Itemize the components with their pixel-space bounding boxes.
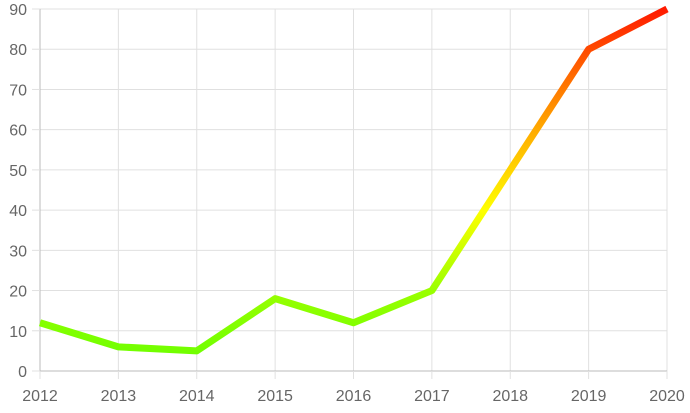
y-tick-label: 0 (18, 364, 27, 381)
series-group (38, 5, 669, 355)
y-tick-label: 60 (9, 123, 27, 140)
x-tick-label: 2015 (257, 388, 293, 405)
y-tick-label: 40 (9, 203, 27, 220)
x-tick-label: 2014 (179, 388, 215, 405)
x-tick-label: 2016 (336, 388, 372, 405)
x-tick-label: 2018 (492, 388, 528, 405)
x-tick-label: 2013 (101, 388, 137, 405)
x-tick-label: 2012 (22, 388, 58, 405)
y-axis-ticks: 0 10 20 30 40 50 60 70 80 90 (9, 2, 40, 381)
y-tick-label: 50 (9, 163, 27, 180)
grid (40, 8, 668, 371)
series-line (38, 5, 669, 355)
y-tick-label: 30 (9, 243, 27, 260)
y-tick-label: 20 (9, 284, 27, 301)
y-tick-label: 10 (9, 324, 27, 341)
x-tick-label: 2020 (649, 388, 685, 405)
y-tick-label: 90 (9, 2, 27, 19)
x-tick-label: 2017 (414, 388, 450, 405)
y-tick-label: 70 (9, 82, 27, 99)
x-axis-ticks: 2012 2013 2014 2015 2016 2017 2018 2019 2020 (22, 371, 685, 405)
y-tick-label: 80 (9, 42, 27, 59)
x-tick-label: 2019 (571, 388, 607, 405)
